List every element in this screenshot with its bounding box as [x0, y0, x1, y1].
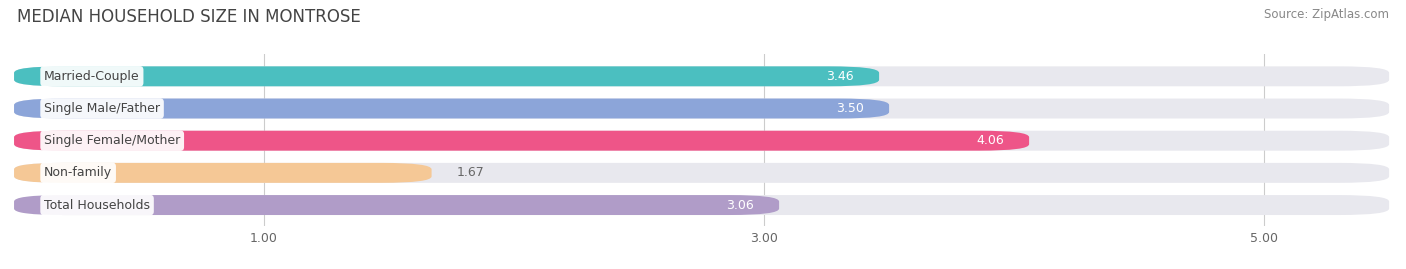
Text: 3.06: 3.06: [727, 199, 754, 211]
FancyBboxPatch shape: [14, 131, 1389, 151]
Text: Total Households: Total Households: [44, 199, 150, 211]
FancyBboxPatch shape: [14, 98, 1389, 118]
Text: Source: ZipAtlas.com: Source: ZipAtlas.com: [1264, 8, 1389, 21]
Text: 4.06: 4.06: [976, 134, 1004, 147]
FancyBboxPatch shape: [14, 163, 432, 183]
Text: Non-family: Non-family: [44, 166, 112, 179]
FancyBboxPatch shape: [14, 66, 1389, 86]
Text: 3.46: 3.46: [827, 70, 853, 83]
FancyBboxPatch shape: [14, 195, 779, 215]
Text: 3.50: 3.50: [837, 102, 865, 115]
Text: Single Male/Father: Single Male/Father: [44, 102, 160, 115]
Text: Married-Couple: Married-Couple: [44, 70, 139, 83]
Text: MEDIAN HOUSEHOLD SIZE IN MONTROSE: MEDIAN HOUSEHOLD SIZE IN MONTROSE: [17, 8, 360, 26]
Text: Single Female/Mother: Single Female/Mother: [44, 134, 180, 147]
FancyBboxPatch shape: [14, 131, 1029, 151]
FancyBboxPatch shape: [14, 98, 889, 118]
FancyBboxPatch shape: [14, 66, 879, 86]
FancyBboxPatch shape: [14, 195, 1389, 215]
Text: 1.67: 1.67: [457, 166, 484, 179]
FancyBboxPatch shape: [14, 163, 1389, 183]
